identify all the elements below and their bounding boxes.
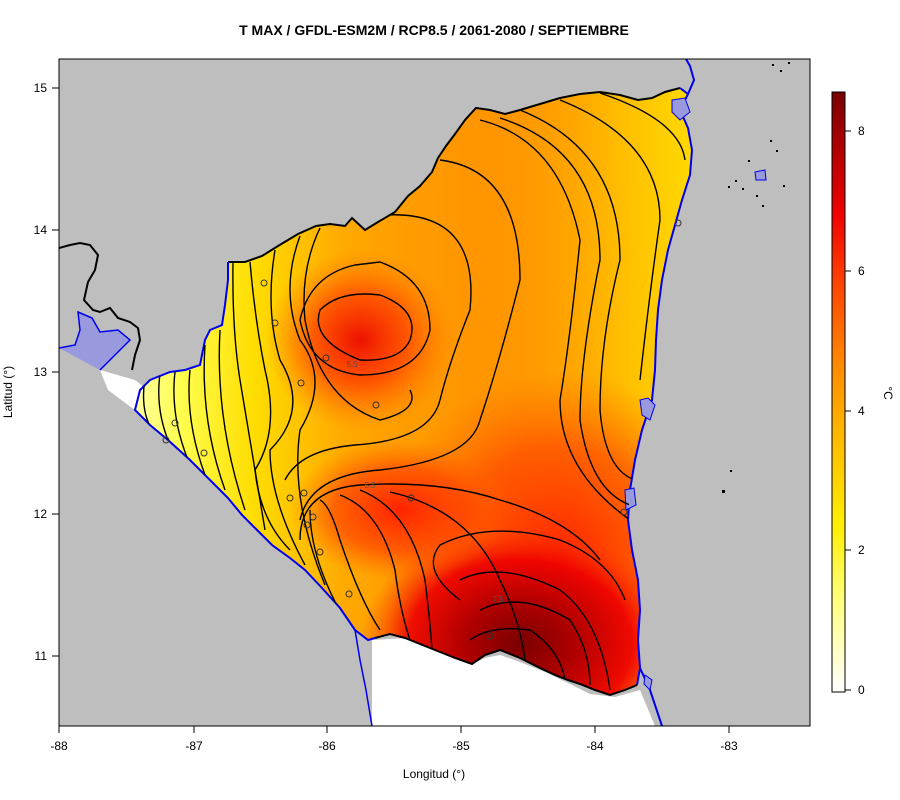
costa-rica-border (374, 632, 638, 697)
station-marker (316, 548, 324, 556)
contour-label-south: 7.5 (492, 595, 504, 604)
lagoon-2 (671, 97, 691, 121)
x-axis-labels: -88 -87 -86 -85 -84 -83 (50, 739, 738, 753)
contour-lines (142, 92, 686, 691)
y-axis-title: Latitud (°) (1, 366, 15, 418)
station-marker (674, 219, 682, 227)
costa-rica-pacific-coast (354, 629, 373, 726)
cays (722, 62, 790, 493)
honduras-nicaragua-border (228, 87, 681, 263)
colorbar-tick-label: 8 (858, 124, 865, 138)
honduras-border-west (59, 241, 142, 371)
x-tick-label: -85 (452, 739, 470, 753)
station-marker (309, 513, 317, 521)
station-marker (162, 436, 170, 444)
map-title: T MAX / GFDL-ESM2M / RCP8.5 / 2061-2080 … (239, 22, 629, 38)
colorbar-tick-label: 0 (858, 683, 865, 697)
y-tick-label: 15 (34, 81, 48, 95)
station-marker (200, 449, 208, 457)
y-tick-label: 13 (34, 365, 48, 379)
colorbar-tick-label: 2 (858, 543, 865, 557)
station-marker (407, 494, 415, 502)
station-marker (260, 279, 268, 287)
station-markers (162, 219, 682, 640)
station-marker (171, 419, 179, 427)
station-marker (297, 379, 305, 387)
lagoon-1 (639, 397, 656, 421)
honduras-caribbean-coast (685, 59, 696, 95)
colorbar-labels: 0 2 4 6 8 (858, 124, 865, 697)
colorbar-tick-label: 4 (858, 404, 865, 418)
x-tick-label: -84 (586, 739, 604, 753)
station-marker (303, 521, 311, 529)
station-marker (345, 590, 353, 598)
plot-frame (58, 58, 811, 727)
colorbar-tick-label: 6 (858, 264, 865, 278)
x-tick-label: -83 (720, 739, 738, 753)
station-marker (286, 494, 294, 502)
island-corn (754, 169, 767, 181)
x-tick-label: -87 (185, 739, 203, 753)
y-tick-label: 12 (34, 507, 48, 521)
colorbar-ticks (845, 130, 851, 691)
gulf-fonseca-water (59, 310, 132, 371)
colorbar (831, 91, 846, 693)
lagoon-4 (643, 674, 653, 692)
contour-label-central: 5.5 (364, 481, 376, 490)
colorbar-unit: °C (881, 386, 895, 400)
y-axis-labels: 11 12 13 14 15 (34, 81, 48, 663)
x-tick-label: -86 (318, 739, 336, 753)
y-axis-ticks (52, 87, 59, 657)
x-axis-ticks (58, 726, 730, 733)
x-tick-label: -88 (50, 739, 68, 753)
station-marker (322, 354, 330, 362)
station-marker (372, 401, 380, 409)
map-plot-area: 5.5 5.5 7.5 (59, 59, 810, 726)
contour-label-north: 5.5 (346, 360, 358, 369)
costa-rica-border-area (372, 638, 655, 726)
y-tick-label: 11 (35, 649, 48, 663)
station-marker (486, 632, 494, 640)
caribbean-coastline (626, 87, 694, 686)
x-axis-title: Longitud (°) (403, 767, 465, 781)
y-tick-label: 14 (34, 223, 48, 237)
station-marker (271, 319, 279, 327)
station-marker (620, 508, 628, 516)
station-marker (300, 489, 308, 497)
